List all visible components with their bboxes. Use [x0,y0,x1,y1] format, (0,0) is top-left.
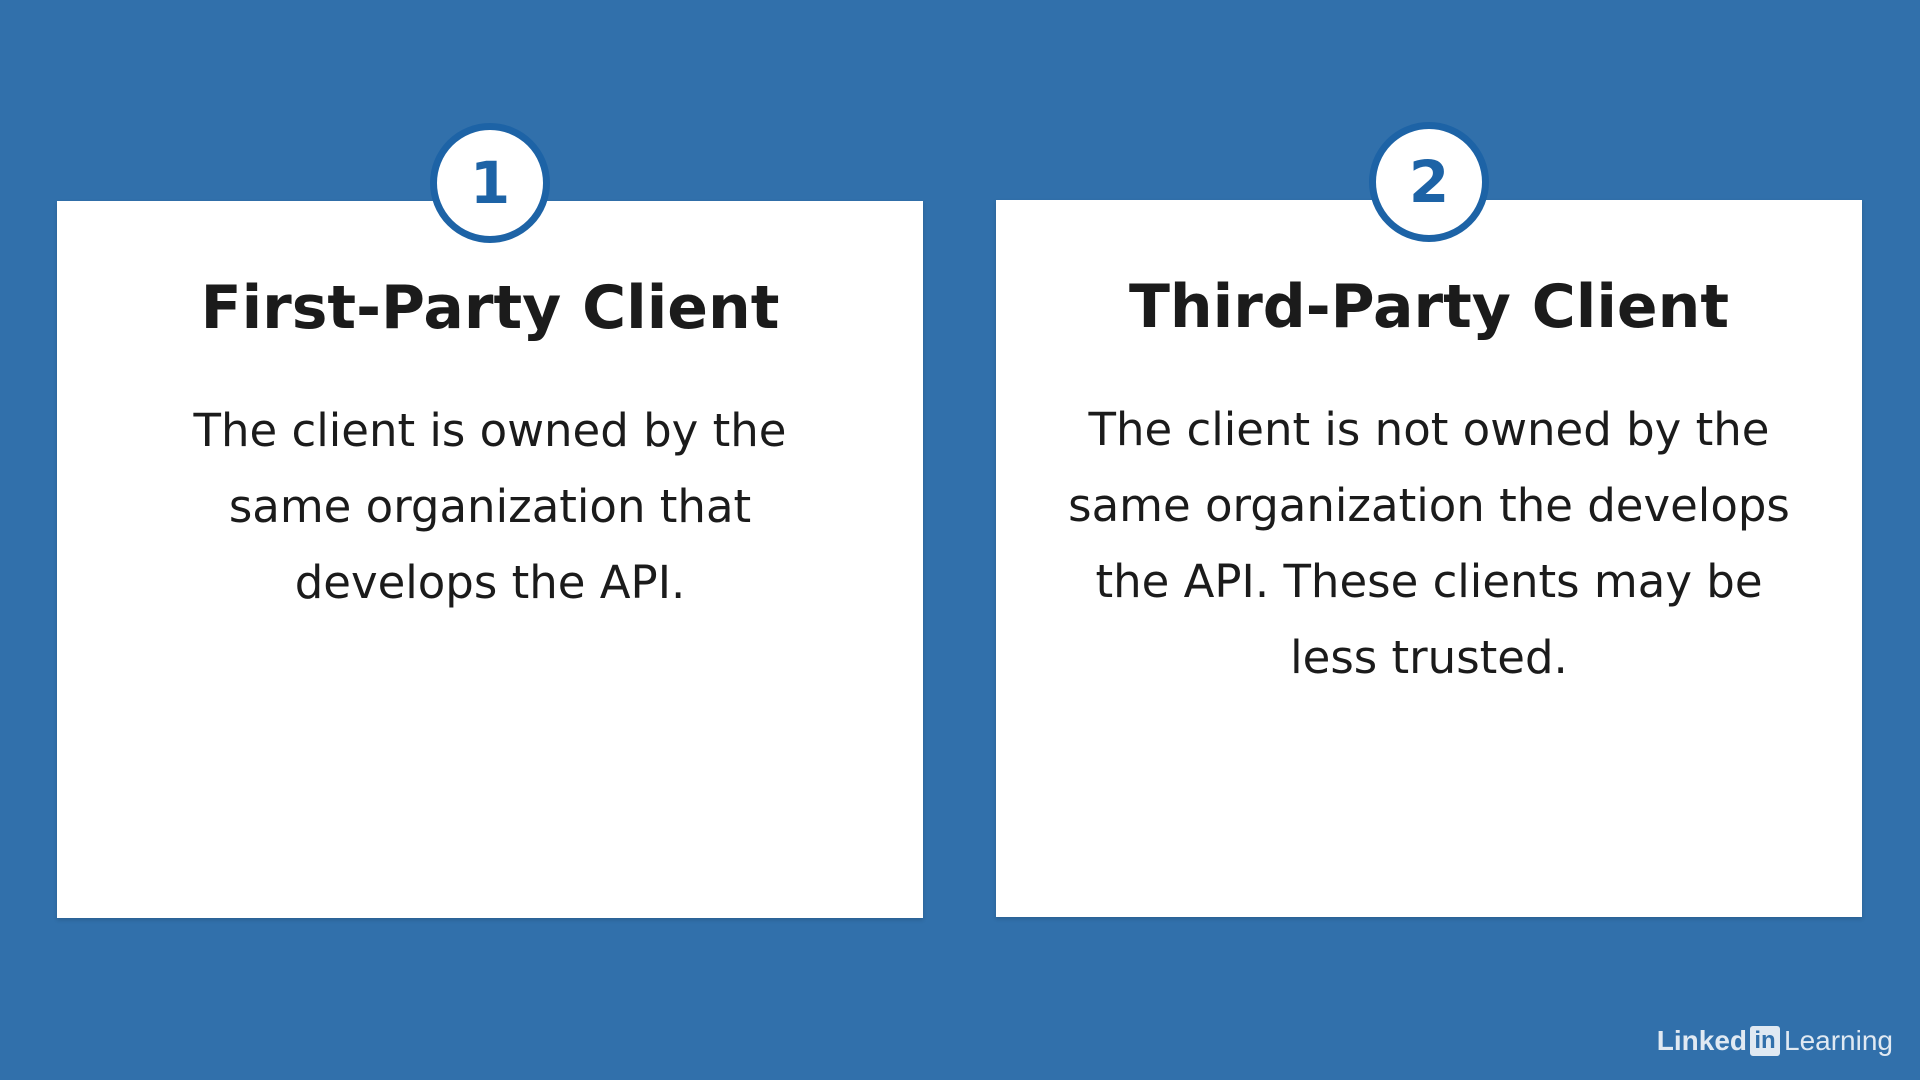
step-number-badge: 1 [430,123,550,243]
logo-linked-text: Linked [1656,1025,1748,1056]
linkedin-in-icon: in [1750,1026,1781,1056]
linkedin-learning-logo: Linked in Learning [1657,1026,1893,1056]
first-party-client-card: 1 First-Party Client The client is owned… [57,123,923,918]
step-number-badge: 2 [1369,122,1489,242]
logo-learning-text: Learning [1784,1025,1893,1056]
card-description: The client is owned by the same organiza… [193,404,787,609]
card-title: First-Party Client [200,273,780,343]
card-description: The client is not owned by the same orga… [1068,403,1790,684]
third-party-client-card: 2 Third-Party Client The client is not o… [996,122,1862,917]
card-title: Third-Party Client [1128,272,1730,342]
